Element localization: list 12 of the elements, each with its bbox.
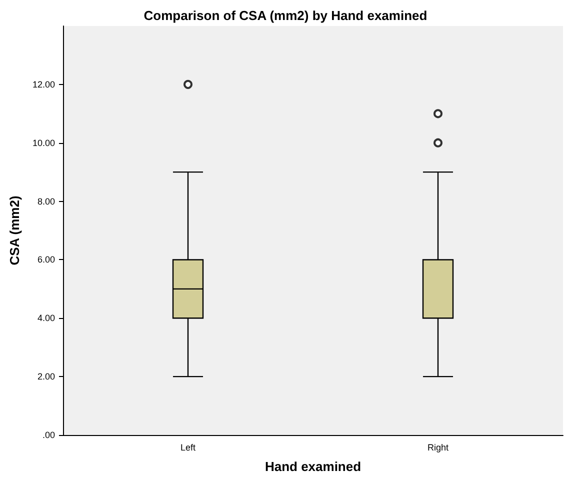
y-axis-title: CSA (mm2) [7,196,22,266]
y-tick-label: 6.00 [37,254,55,265]
y-tick-label: 4.00 [37,313,55,324]
y-tick-label: .00 [42,430,55,440]
y-tick-label: 10.00 [32,138,55,148]
chart-title: Comparison of CSA (mm2) by Hand examined [144,8,428,23]
y-tick-label: 2.00 [37,372,55,382]
y-tick-label: 8.00 [37,196,55,206]
x-tick-label: Left [180,442,196,452]
x-tick-label: Right [427,442,449,452]
x-axis-title: Hand examined [264,459,362,474]
y-tick-label: 12.00 [32,79,55,90]
